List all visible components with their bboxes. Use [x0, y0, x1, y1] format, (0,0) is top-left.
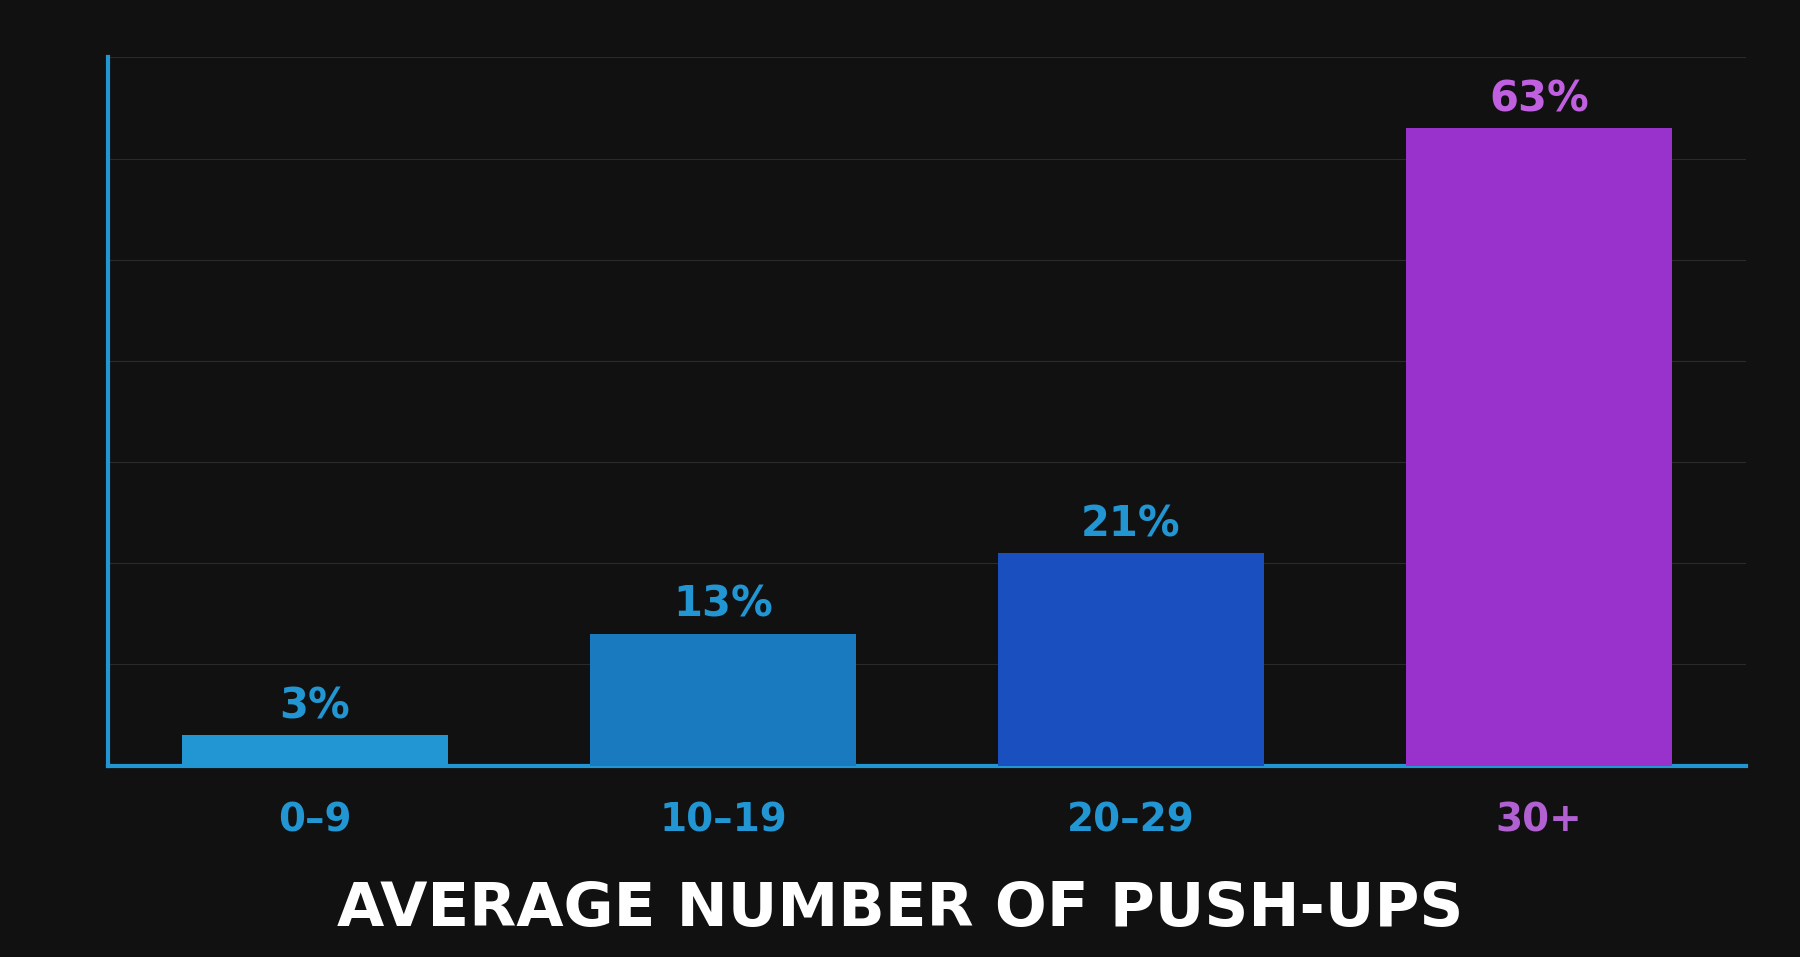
Bar	[999, 553, 1264, 766]
Text: 21%: 21%	[1082, 503, 1181, 545]
Text: 10–19: 10–19	[659, 801, 787, 839]
Text: 20–29: 20–29	[1067, 801, 1195, 839]
Bar	[182, 735, 448, 766]
Text: 0–9: 0–9	[279, 801, 351, 839]
Text: 30+: 30+	[1496, 801, 1582, 839]
Text: AVERAGE NUMBER OF PUSH-UPS: AVERAGE NUMBER OF PUSH-UPS	[337, 879, 1463, 939]
Text: 3%: 3%	[279, 685, 351, 727]
Bar	[590, 634, 855, 766]
Text: 13%: 13%	[673, 584, 772, 626]
Bar	[1406, 128, 1672, 766]
Text: 63%: 63%	[1489, 78, 1589, 121]
